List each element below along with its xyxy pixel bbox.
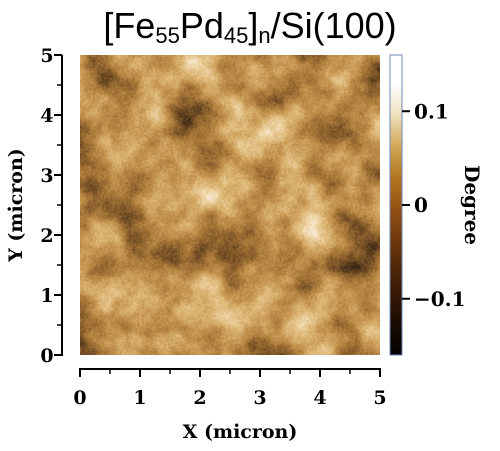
x-tick-label: 3 <box>253 387 266 409</box>
title-pd: Pd <box>179 5 224 46</box>
title-substrate: /Si(100) <box>270 5 397 46</box>
colorbar-label: Degree <box>460 165 484 245</box>
colorbar-tick-label: 0 <box>414 193 428 217</box>
title-sub-n: n <box>258 23 271 48</box>
colorbar-tick-label: −0.1 <box>414 287 466 311</box>
x-tick-label: 2 <box>193 387 206 409</box>
title-prefix: [Fe <box>103 5 156 46</box>
y-tick-label: 0 <box>40 345 53 367</box>
y-tick-label: 2 <box>40 225 53 247</box>
y-axis-ticks: 0 1 2 3 4 5 <box>40 45 62 367</box>
x-axis-ticks: 0 1 2 3 4 5 <box>73 369 387 409</box>
x-tick-label: 0 <box>73 387 86 409</box>
colorbar-tick-label: 0.1 <box>414 99 449 123</box>
afm-phase-image <box>80 55 380 355</box>
y-tick-label: 1 <box>40 285 53 307</box>
x-tick-label: 5 <box>373 387 386 409</box>
y-tick-label: 4 <box>40 105 53 127</box>
title-sub-fe: 55 <box>155 23 180 48</box>
x-tick-label: 4 <box>313 387 326 409</box>
title-sub-pd: 45 <box>223 23 249 48</box>
image-title: [Fe55Pd45]n/Si(100) <box>0 4 500 48</box>
y-tick-label: 5 <box>40 45 53 67</box>
y-axis-label: Y (micron) <box>5 148 27 263</box>
title-bracket: ] <box>248 5 259 46</box>
colorbar <box>389 54 403 356</box>
x-tick-label: 1 <box>133 387 146 409</box>
x-axis-label: X (micron) <box>183 421 298 443</box>
colorbar-ticks: 0.1 0 −0.1 <box>402 99 466 311</box>
y-tick-label: 3 <box>40 165 53 187</box>
